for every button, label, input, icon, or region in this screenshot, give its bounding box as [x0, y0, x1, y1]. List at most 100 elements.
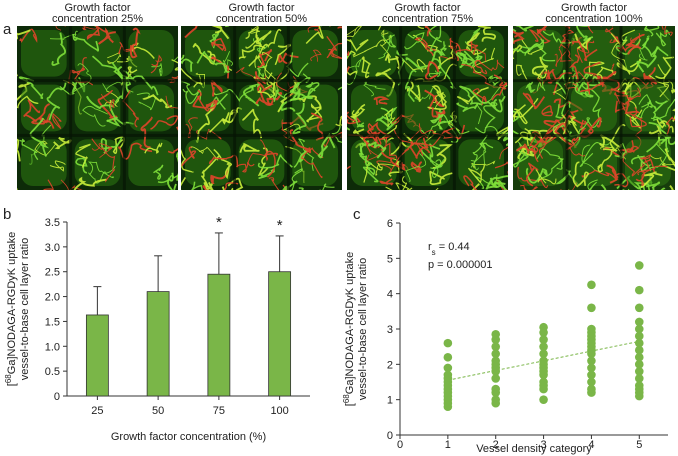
vessel	[513, 97, 539, 118]
vessel	[650, 98, 675, 121]
vessel	[477, 26, 496, 42]
vessel	[404, 69, 417, 103]
tile-glow	[128, 139, 174, 186]
vessel	[540, 158, 564, 179]
vessel	[310, 112, 324, 141]
vessel	[245, 26, 260, 49]
vessel	[468, 164, 486, 184]
x-tick-label: 0	[397, 439, 403, 451]
vessel	[363, 162, 383, 183]
vessel	[494, 161, 508, 175]
scatter-point	[634, 360, 644, 369]
y-axis-label: [68Ga]NODAGA-RGDyK uptake vessel-to-base …	[342, 252, 370, 406]
image-title: Growth factor	[394, 2, 460, 14]
bar	[207, 273, 231, 397]
scatter-point	[539, 328, 548, 337]
vessel	[100, 137, 123, 154]
scatter-point	[587, 388, 596, 397]
vessel	[616, 58, 642, 75]
vessel	[395, 182, 413, 190]
tile-glow	[351, 84, 397, 132]
vessel	[644, 26, 660, 37]
y-tick-label: 1.5	[45, 316, 60, 328]
vessel	[347, 51, 350, 56]
x-tick-label: 1	[445, 439, 451, 451]
vessel	[305, 81, 320, 98]
image-title: Growth factor	[561, 2, 627, 14]
y-axis-label-line: vessel-to-base cell layer ratio	[19, 238, 31, 380]
vessel	[19, 28, 38, 43]
vessel	[320, 26, 331, 27]
vessel	[34, 140, 56, 156]
scatter-point	[587, 280, 596, 290]
vessel	[448, 110, 460, 132]
p-value: p = 0.000001	[428, 259, 493, 271]
y-tick-label: 1.0	[45, 341, 60, 353]
vessel	[380, 151, 406, 172]
y-tick-label: 2.5	[45, 267, 60, 279]
scatter-point	[443, 363, 453, 373]
vessel	[51, 32, 67, 66]
vessel	[513, 110, 521, 135]
vessel	[81, 26, 97, 31]
y-axis-label: [68Ga]NODAGA-RGDyK uptake vessel-to-base …	[4, 232, 32, 386]
x-tick-label: 50	[152, 405, 164, 417]
vessel	[123, 69, 159, 96]
vessel	[569, 54, 580, 83]
vessel	[17, 73, 18, 77]
vessel	[471, 160, 496, 169]
vessel	[571, 119, 587, 149]
vessel	[213, 148, 233, 180]
vessel	[111, 62, 137, 87]
vessel	[91, 55, 131, 94]
vessel	[470, 149, 487, 171]
scatter-point	[587, 356, 596, 366]
vessel	[82, 105, 108, 127]
stat-part: s	[432, 248, 436, 257]
vessel	[196, 89, 217, 112]
panel-label: b	[3, 206, 11, 223]
vessel	[610, 29, 636, 49]
vessel	[211, 37, 227, 52]
vessel	[379, 178, 394, 186]
vessel	[474, 59, 488, 75]
vessel	[150, 115, 178, 130]
tile-glow	[21, 30, 67, 77]
scatter-point	[587, 349, 596, 359]
vessel	[384, 53, 401, 70]
tile-glow	[517, 84, 563, 132]
vessel	[257, 48, 272, 69]
vessel	[140, 116, 153, 149]
tile-glow	[128, 30, 174, 77]
vessel	[53, 136, 72, 150]
scatter-point	[539, 335, 548, 344]
significance-marker: *	[216, 214, 222, 231]
vessel	[560, 29, 575, 43]
vessel	[227, 177, 244, 190]
vessel	[513, 37, 534, 54]
vessel	[629, 107, 647, 128]
vessel	[432, 93, 446, 110]
vessel	[331, 125, 342, 143]
vessel	[414, 85, 433, 101]
y-axis-label-line: [68Ga]NODAGA-RGDyK uptake	[342, 252, 357, 406]
vessel	[543, 71, 572, 84]
vessel	[430, 157, 446, 170]
vessel	[181, 54, 194, 72]
scatter-point	[634, 317, 644, 327]
vessel	[211, 26, 230, 40]
scatter-point	[443, 402, 453, 412]
vessel	[438, 114, 459, 143]
vessel	[459, 50, 477, 64]
vessel	[171, 59, 178, 71]
vessel	[242, 108, 263, 139]
vessel	[555, 101, 571, 119]
image-title: concentration 100%	[545, 13, 642, 25]
significance-marker: *	[277, 217, 283, 234]
y-tick-label: 3.0	[45, 242, 60, 254]
vessel	[638, 93, 657, 112]
vessel	[347, 50, 358, 76]
vessel	[353, 34, 392, 58]
vessel	[405, 153, 427, 182]
scatter-point	[491, 388, 501, 397]
